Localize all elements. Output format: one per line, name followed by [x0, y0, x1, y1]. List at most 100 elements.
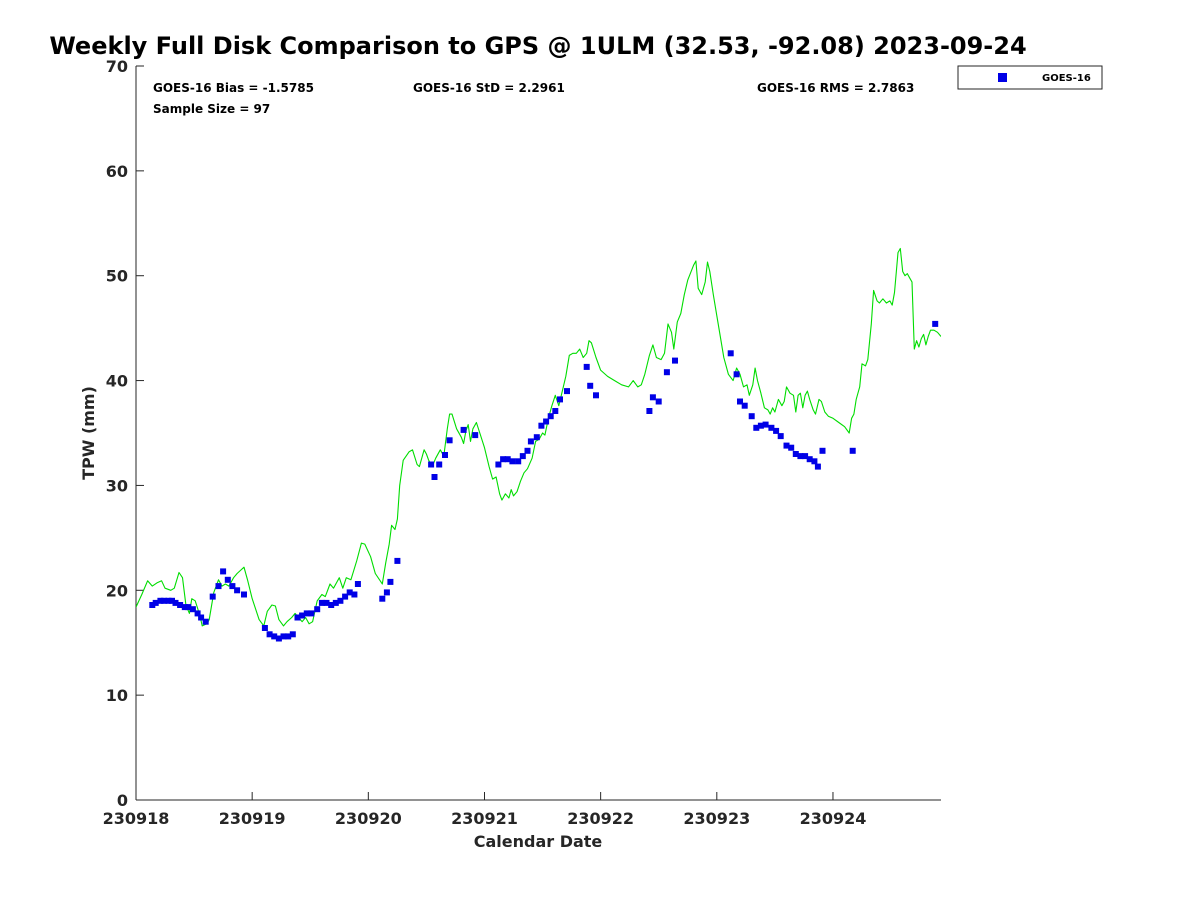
goes16-point	[495, 461, 502, 468]
goes16-point	[323, 599, 330, 606]
goes16-point	[533, 434, 540, 441]
y-tick-label: 30	[106, 476, 128, 495]
goes16-point	[177, 602, 184, 608]
goes16-point	[314, 606, 321, 613]
goes16-point	[157, 597, 164, 604]
goes16-point	[379, 595, 386, 602]
x-tick-label: 230923	[683, 809, 750, 828]
goes16-point	[802, 453, 809, 460]
legend: GOES-16	[957, 65, 1103, 90]
goes16-point	[733, 371, 740, 378]
goes16-point	[527, 438, 534, 445]
goes16-point	[241, 591, 247, 598]
goes16-point	[234, 587, 241, 594]
y-tick-label: 40	[106, 372, 128, 391]
goes16-point	[351, 591, 358, 598]
goes16-point	[446, 437, 453, 444]
goes16-point	[194, 610, 201, 617]
goes16-point	[753, 424, 760, 431]
goes16-point	[185, 604, 192, 611]
goes16-point	[303, 610, 310, 617]
goes16-point	[748, 413, 755, 420]
y-tick-label: 0	[117, 791, 128, 810]
sample-size-stat: Sample Size = 97	[153, 102, 270, 116]
goes16-point	[181, 604, 188, 611]
goes16-point	[593, 392, 599, 399]
legend-label-goes16: GOES-16	[1042, 73, 1091, 84]
gps-tpw-line	[136, 247, 941, 627]
goes16-point	[788, 444, 795, 451]
goes16-point	[209, 593, 216, 600]
goes16-point	[160, 597, 167, 604]
goes16-point	[672, 357, 678, 364]
goes16-point	[762, 421, 769, 428]
goes16-point	[811, 458, 818, 465]
chart-title: Weekly Full Disk Comparison to GPS @ 1UL…	[49, 32, 1026, 60]
goes16-point	[646, 408, 653, 414]
y-axis-ticks: 0 10 20 30 40 50 60 70	[106, 57, 144, 810]
goes16-point	[472, 432, 479, 439]
goes16-point	[649, 394, 656, 401]
goes16-point	[165, 597, 172, 604]
goes16-point	[428, 461, 435, 468]
goes16-point	[308, 610, 315, 617]
goes16-point	[318, 599, 325, 606]
goes16-point	[394, 557, 401, 564]
goes16-point	[552, 408, 559, 414]
goes16-point	[202, 618, 209, 625]
goes16-point	[289, 631, 296, 638]
goes16-point	[229, 583, 236, 590]
goes16-point	[294, 614, 301, 621]
goes16-point	[932, 320, 939, 327]
y-tick-label: 50	[106, 267, 128, 286]
goes16-point	[768, 424, 775, 431]
y-axis-label: TPW (mm)	[79, 386, 98, 480]
goes16-point	[261, 625, 268, 631]
x-tick-label: 230920	[335, 809, 402, 828]
goes16-point	[519, 453, 526, 460]
rms-stat: GOES-16 RMS = 2.7863	[757, 81, 914, 95]
legend-box	[957, 65, 1103, 90]
goes16-point	[354, 581, 361, 587]
goes16-point	[460, 426, 467, 433]
goes16-point	[220, 568, 227, 575]
goes16-point	[777, 433, 784, 440]
goes16-point	[783, 442, 790, 449]
goes16-point	[557, 396, 563, 403]
x-axis-ticks: 230918 230919 230920 230921 230922 230923 2309…	[103, 792, 866, 828]
goes16-point	[328, 602, 335, 608]
goes16-point	[271, 633, 278, 640]
goes16-point	[346, 589, 353, 596]
goes16-point	[504, 456, 511, 463]
goes16-point	[275, 635, 282, 642]
goes16-point	[814, 463, 821, 470]
goes16-point	[342, 593, 349, 600]
goes16-point	[727, 350, 734, 357]
goes16-marker-layer	[149, 320, 939, 642]
goes16-point	[538, 422, 545, 429]
goes16-point	[215, 583, 222, 590]
goes16-point	[224, 576, 231, 583]
legend-marker-goes16	[998, 73, 1007, 82]
y-tick-label: 60	[106, 162, 128, 181]
goes16-point	[547, 413, 554, 420]
goes16-point	[431, 474, 438, 480]
goes16-point	[500, 456, 507, 463]
goes16-point	[509, 458, 516, 465]
goes16-point	[172, 599, 179, 606]
goes16-point	[741, 402, 748, 409]
y-tick-label: 70	[106, 57, 128, 76]
goes16-point	[266, 631, 273, 638]
goes16-point	[299, 612, 306, 619]
goes16-point	[773, 427, 780, 434]
x-tick-label: 230921	[451, 809, 518, 828]
bias-stat: GOES-16 Bias = -1.5785	[153, 81, 314, 95]
goes16-point	[849, 447, 856, 454]
goes16-point	[587, 382, 594, 389]
x-tick-label: 230919	[219, 809, 286, 828]
goes16-point	[337, 597, 344, 604]
goes16-point	[564, 388, 570, 395]
goes16-point	[436, 461, 443, 468]
gps-line-layer	[136, 247, 941, 627]
